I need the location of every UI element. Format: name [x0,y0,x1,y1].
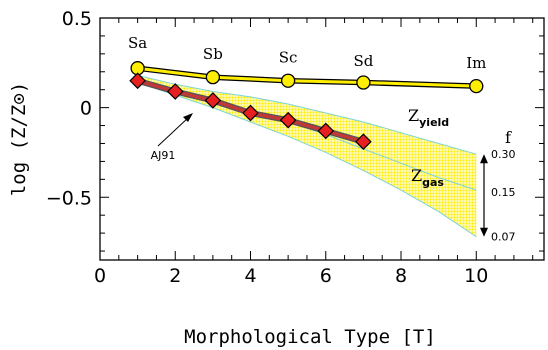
x-tick-label: 10 [464,265,488,287]
zyield-point [205,70,221,85]
x-tick-label: 6 [320,265,332,287]
aj91-point [204,92,222,109]
aj91-point [242,104,259,122]
f-value-label: 0.07 [491,231,516,244]
zgas-label-sub: gas [422,176,444,189]
aj91-point [317,122,335,140]
y-axis-title: log (Z/Z⊙) [8,82,30,196]
aj91-point [355,133,372,151]
aj91-point [279,111,297,129]
zyield-label-sub: yield [419,116,449,129]
f-label: f [505,128,512,147]
zgas-upper-edge [137,74,477,155]
x-tick-label: 4 [244,265,256,287]
type-label-sc: Sc [279,48,298,66]
type-label-sb: Sb [203,45,223,63]
type-label-sd: Sd [353,52,373,70]
zgas-label-base: Z [411,166,422,185]
aj91-arrow-line [157,116,190,147]
zyield-label: Zyield [408,106,449,129]
x-tick-label: 0 [94,265,106,287]
zgas-band [137,74,477,238]
f-arrow-down [480,227,488,237]
zyield-point [280,73,296,88]
zyield-label-base: Z [408,106,419,125]
x-tick-label: 2 [169,265,181,287]
y-tick-label: 0 [80,98,92,120]
zgas-lower-edge [137,82,477,238]
x-tick-label: 8 [395,265,407,287]
type-label-im: Im [466,54,486,72]
plot-frame [99,17,545,261]
x-axis-title: Morphological Type [T] [184,326,436,348]
f-arrow-up [480,154,488,164]
zyield-point [356,75,371,90]
y-tick-label: 0.5 [62,8,92,30]
f-value-label: 0.15 [491,186,516,199]
aj91-point [166,83,184,100]
aj91-arrow-head [183,113,193,122]
zyield-point [469,78,484,94]
zgas-label: Zgas [411,166,444,189]
axes-frame: 0 2 4 6 8 10 0.5 0 −0.5 Morphological Type [T] log… [8,8,545,348]
aj91-label: AJ91 [151,149,176,162]
aj91-point [129,72,146,90]
f-value-label: 0.30 [491,148,516,161]
y-tick-label: −0.5 [46,187,92,209]
series-group [129,61,484,151]
type-label-sa: Sa [128,34,147,52]
